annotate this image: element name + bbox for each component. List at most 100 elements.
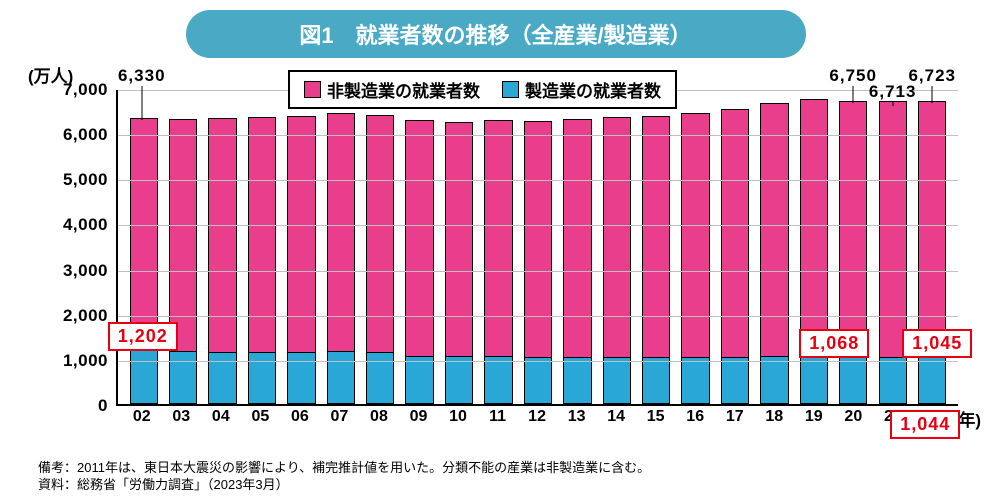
bar-slot [361, 90, 400, 404]
bar-segment-mfg [563, 357, 591, 404]
bar [760, 103, 788, 404]
chart-title: 図1 就業者数の推移（全産業/製造業） [186, 10, 806, 58]
grid-line [118, 316, 958, 317]
x-tick-label: 08 [359, 408, 399, 426]
y-tick-label: 3,000 [63, 261, 108, 281]
bar-segment-mfg [327, 351, 355, 404]
x-tick-label: 06 [280, 408, 320, 426]
plot-area [116, 90, 958, 406]
bar [839, 101, 867, 404]
footnote-note: 備考：2011年は、東日本大震災の影響により、補完推計値を用いた。分類不能の産業… [38, 459, 650, 477]
bar-segment-nonmfg [642, 116, 670, 357]
bar-segment-mfg [918, 357, 946, 404]
y-tick-label: 6,000 [63, 125, 108, 145]
bar-total-indicator [892, 102, 893, 106]
bar [721, 109, 749, 404]
x-tick-label: 12 [517, 408, 557, 426]
bar-segment-nonmfg [603, 117, 631, 357]
bar-slot [282, 90, 321, 404]
bar-segment-mfg [405, 356, 433, 404]
y-tick-label: 2,000 [63, 306, 108, 326]
legend-label-nonmfg: 非製造業の就業者数 [327, 77, 480, 102]
bar-segment-nonmfg [721, 109, 749, 356]
bar-segment-nonmfg [563, 119, 591, 357]
bar-segment-nonmfg [681, 113, 709, 357]
bar-segment-mfg [524, 357, 552, 404]
bar-slot [400, 90, 439, 404]
bar-segment-nonmfg [760, 103, 788, 356]
bar-segment-mfg [681, 357, 709, 404]
x-tick-label: 20 [834, 408, 874, 426]
bar-segment-mfg [287, 352, 315, 405]
legend-item-nonmfg: 非製造業の就業者数 [304, 77, 480, 102]
legend: 非製造業の就業者数 製造業の就業者数 [288, 70, 677, 109]
bar-slot [558, 90, 597, 404]
bar-total-indicator [853, 86, 854, 103]
bar-slot [203, 90, 242, 404]
bar [879, 101, 907, 404]
x-axis-ticks: 0203040506070809101112131415161718192021… [116, 408, 958, 426]
bar-segment-mfg [879, 357, 907, 404]
legend-swatch-mfg [502, 81, 519, 98]
footnote-source: 資料：総務省「労働力調査」（2023年3月） [38, 476, 650, 494]
x-tick-label: 13 [557, 408, 597, 426]
bar-segment-mfg [484, 356, 512, 404]
value-callout: 1,045 [902, 329, 972, 358]
bar-segment-nonmfg [918, 101, 946, 357]
y-tick-label: 0 [98, 396, 108, 416]
x-tick-label: 05 [241, 408, 281, 426]
x-tick-label: 03 [162, 408, 202, 426]
value-callout: 1,044 [890, 410, 960, 439]
bar-segment-mfg [169, 351, 197, 404]
grid-line [118, 271, 958, 272]
grid-line [118, 361, 958, 362]
y-tick-label: 4,000 [63, 215, 108, 235]
value-callout: 1,068 [799, 329, 869, 358]
bar-segment-nonmfg [208, 118, 236, 352]
bar-total-indicator [141, 86, 142, 120]
bar-segment-nonmfg [879, 101, 907, 357]
bar-slot [439, 90, 478, 404]
x-tick-label: 04 [201, 408, 241, 426]
x-tick-label: 11 [478, 408, 518, 426]
bar-segment-nonmfg [800, 99, 828, 356]
bar-total-label: 6,330 [118, 66, 166, 86]
x-tick-label: 19 [794, 408, 834, 426]
bar-segment-nonmfg [248, 117, 276, 352]
bar-slot [518, 90, 557, 404]
x-tick-label: 16 [675, 408, 715, 426]
x-tick-label: 17 [715, 408, 755, 426]
bar-segment-mfg [130, 350, 158, 404]
y-tick-label: 7,000 [63, 80, 108, 100]
bar-segment-mfg [721, 357, 749, 404]
bar [800, 99, 828, 404]
bar-total-label: 6,723 [908, 66, 956, 86]
bar-segment-nonmfg [366, 115, 394, 353]
chart-area: (万人) 01,0002,0003,0004,0005,0006,0007,00… [28, 66, 973, 436]
bar-segment-mfg [800, 356, 828, 404]
bar-segment-nonmfg [445, 122, 473, 357]
x-tick-label: 09 [399, 408, 439, 426]
bar-slot [163, 90, 202, 404]
bar-segment-mfg [839, 357, 867, 404]
footnotes: 備考：2011年は、東日本大震災の影響により、補完推計値を用いた。分類不能の産業… [38, 459, 650, 494]
bar-segment-mfg [642, 357, 670, 404]
bar-slot [242, 90, 281, 404]
bar-segment-mfg [603, 357, 631, 404]
bar-slot [715, 90, 754, 404]
x-tick-label: 15 [636, 408, 676, 426]
bar-segment-mfg [445, 356, 473, 404]
x-tick-label: 02 [122, 408, 162, 426]
bar-slot [597, 90, 636, 404]
x-tick-label: 10 [438, 408, 478, 426]
bar-segment-nonmfg [405, 120, 433, 355]
x-tick-label: 14 [596, 408, 636, 426]
bar-segment-nonmfg [484, 120, 512, 356]
y-axis-ticks: 01,0002,0003,0004,0005,0006,0007,000 [28, 90, 108, 406]
bar-segment-mfg [760, 356, 788, 404]
legend-swatch-nonmfg [304, 81, 321, 98]
bar-slot [479, 90, 518, 404]
bar-slot [676, 90, 715, 404]
bar-total-indicator [932, 86, 933, 103]
bar-slot [124, 90, 163, 404]
